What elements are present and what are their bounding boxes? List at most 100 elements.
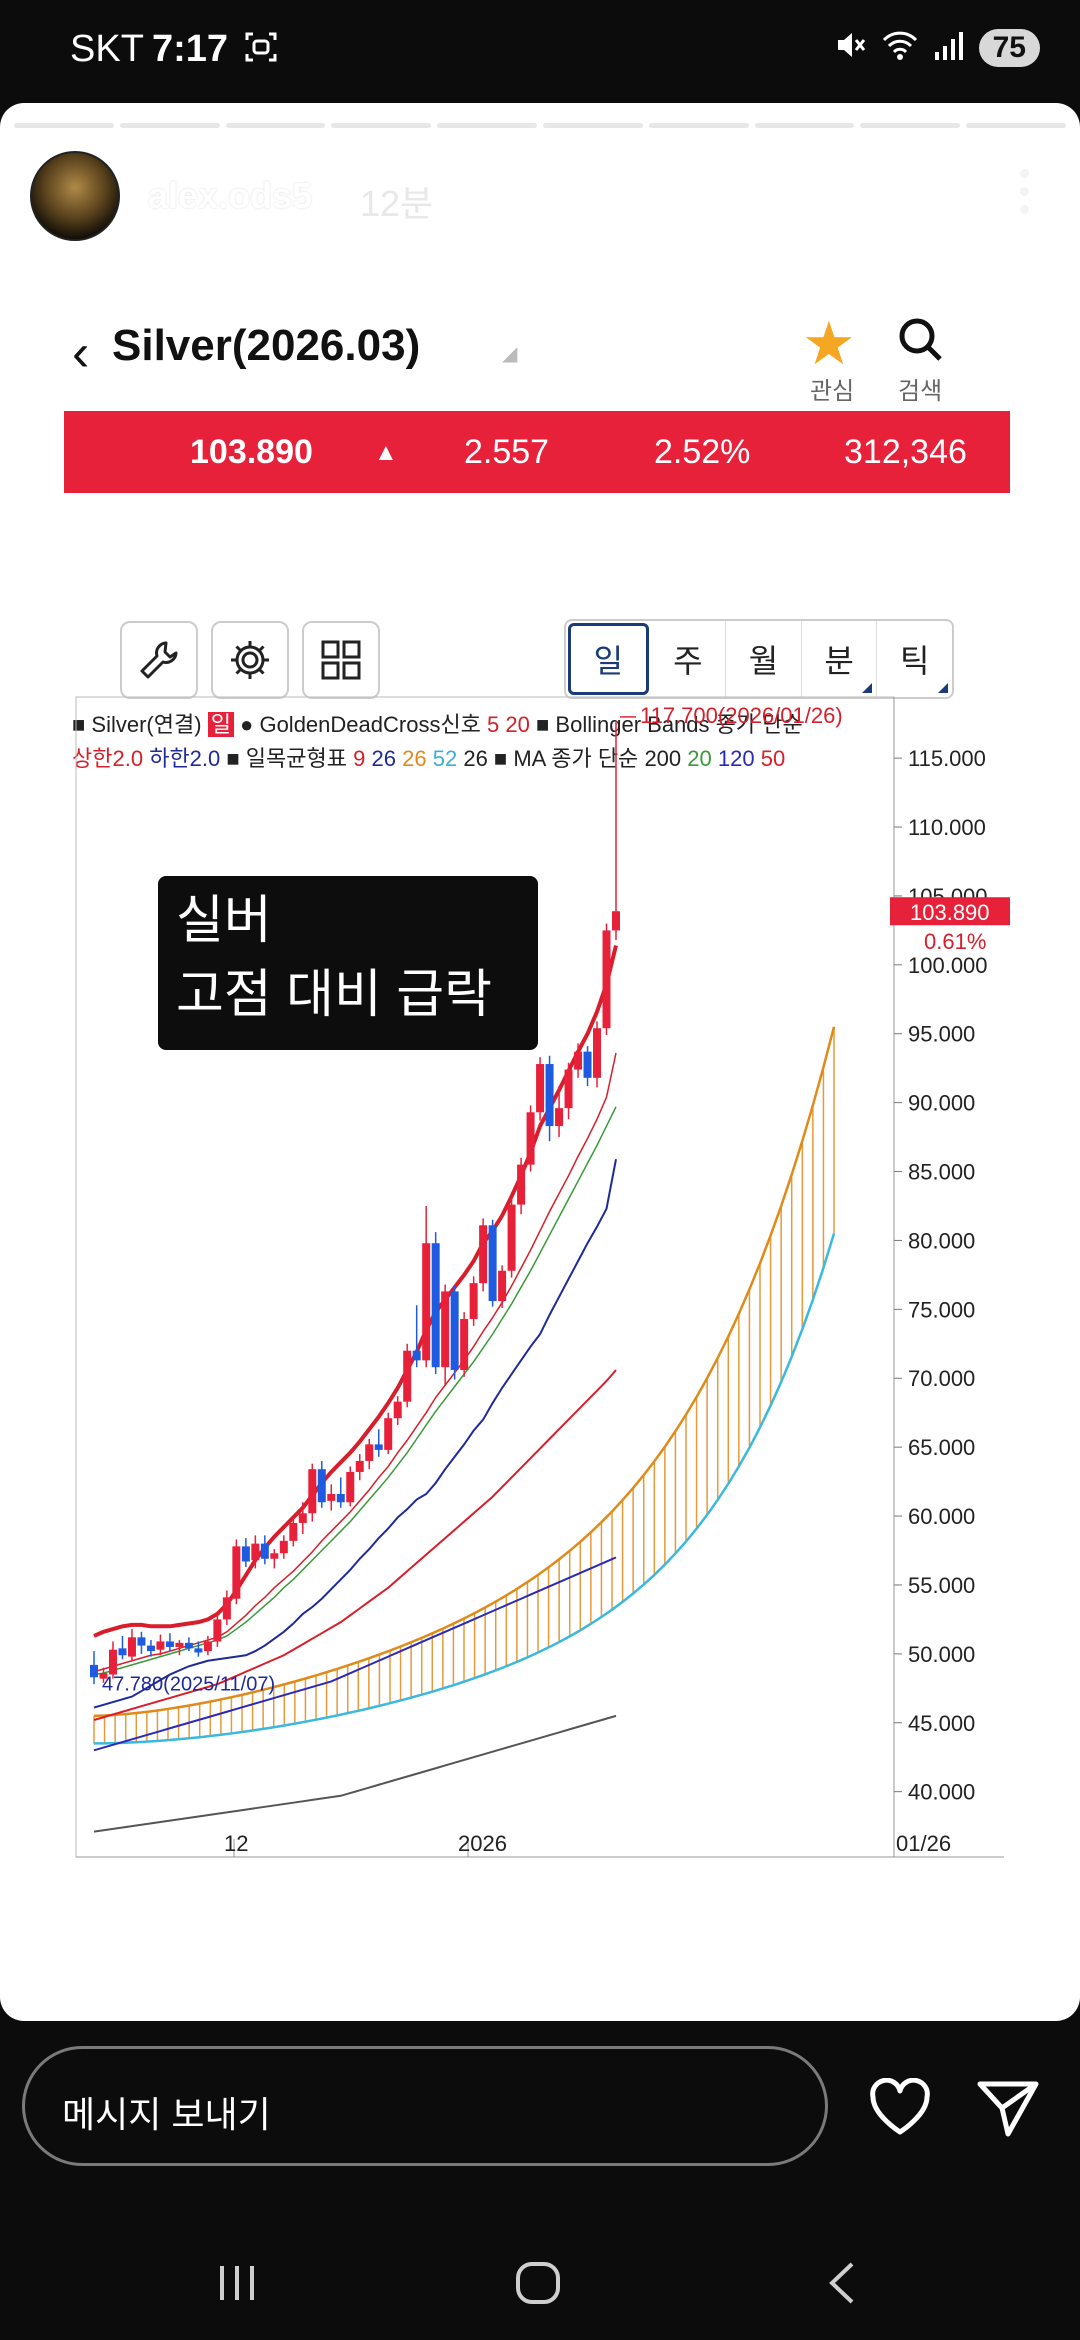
username[interactable]: alex.ods5: [148, 175, 313, 216]
text-overlay-note: 실버 고점 대비 급락: [158, 876, 538, 1050]
candle: [564, 1069, 573, 1109]
quote-price: 103.890: [190, 433, 313, 471]
price-chart[interactable]: 115.000110.000105.000100.00095.00090.000…: [64, 603, 1010, 1933]
post-time: 12분: [360, 183, 434, 224]
high-annotation: 117.700(2026/01/26): [640, 703, 843, 728]
more-options-icon[interactable]: [1020, 169, 1030, 223]
y-tick-label: 75.000: [908, 1297, 975, 1322]
candle: [393, 1401, 402, 1419]
quote-change: 2.557: [464, 433, 550, 471]
candle: [317, 1469, 326, 1503]
story-progress-segment: [225, 123, 326, 128]
star-icon[interactable]: ★: [802, 310, 856, 377]
story-progress-segment: [437, 123, 537, 128]
legend-series-badge: 일: [207, 712, 234, 737]
candle: [536, 1064, 545, 1113]
candle: [184, 1642, 193, 1649]
candle: [517, 1164, 526, 1205]
back-nav-icon[interactable]: [822, 2260, 862, 2311]
series-line: [93, 1158, 617, 1709]
y-tick-label: 45.000: [908, 1711, 975, 1736]
gear-icon: [231, 641, 269, 679]
candle: [327, 1494, 336, 1501]
note-line-1: 실버: [176, 892, 272, 950]
series-line: [93, 1369, 617, 1721]
send-icon[interactable]: [976, 2078, 1040, 2143]
candle: [118, 1648, 127, 1656]
last-price-badge: [890, 897, 1010, 926]
period-tab[interactable]: 틱: [877, 621, 952, 697]
legend-gdc-p2: 20: [505, 712, 530, 737]
candle: [137, 1637, 146, 1646]
story-progress-segment: [331, 123, 432, 128]
status-icons: 75: [833, 28, 1040, 67]
note-line-2: 고점 대비 급락: [176, 966, 492, 1024]
search-icon[interactable]: [896, 315, 946, 370]
series-line: [93, 1714, 617, 1833]
y-tick-label: 50.000: [908, 1642, 975, 1667]
candle: [403, 1350, 412, 1402]
candle: [469, 1283, 478, 1319]
legend-ich-p5: 26: [463, 746, 488, 771]
legend-gdc-p1: 5: [487, 712, 500, 737]
period-tab[interactable]: 일: [568, 623, 649, 695]
quote-bar: 103.890 ▲ 2.557 2.52% 312,346: [64, 411, 1010, 493]
story-progress-segment: [754, 123, 855, 128]
legend-ich-p4: 52: [432, 746, 458, 771]
x-tick-label: 12: [224, 1831, 248, 1856]
message-placeholder: 메시지 보내기: [62, 2094, 271, 2135]
candle: [545, 1064, 554, 1127]
legend-ma-p1: 200: [644, 746, 682, 771]
story-progress-segment: [542, 123, 643, 128]
candle: [127, 1637, 136, 1657]
last-price-label: 103.890: [910, 900, 990, 925]
recent-apps-icon[interactable]: [214, 2260, 260, 2311]
avatar[interactable]: [30, 151, 120, 241]
heart-icon[interactable]: [868, 2077, 932, 2143]
candle: [488, 1225, 497, 1302]
legend-ichimoku: 일목균형표: [245, 746, 347, 771]
candle: [194, 1648, 203, 1653]
instrument-title[interactable]: Silver(2026.03): [112, 321, 421, 370]
series-line: [93, 1556, 617, 1752]
quote-volume: 312,346: [844, 433, 967, 471]
wrench-icon: [140, 641, 178, 679]
period-tab[interactable]: 월: [726, 621, 802, 697]
cloud-span-a: [93, 1026, 836, 1718]
y-tick-label: 70.000: [908, 1366, 975, 1391]
candle: [346, 1471, 355, 1503]
candle: [507, 1204, 516, 1271]
legend-bb-upper: 상한2.0: [72, 746, 144, 771]
wifi-icon: [881, 28, 919, 67]
screen-capture-icon: [244, 30, 278, 69]
legend-ich-p2: 26: [371, 746, 396, 771]
signal-icon: [933, 28, 965, 67]
wrench-button[interactable]: [120, 621, 198, 699]
candle: [175, 1642, 184, 1647]
candle: [270, 1553, 279, 1559]
dropdown-icon[interactable]: ◢: [502, 343, 518, 365]
grid-icon: [321, 640, 361, 680]
candle: [412, 1350, 421, 1361]
candle: [298, 1513, 307, 1523]
period-tab[interactable]: 분: [802, 621, 878, 697]
candle: [479, 1225, 488, 1284]
candle: [450, 1291, 459, 1370]
message-input[interactable]: [22, 2046, 828, 2166]
candle: [336, 1494, 345, 1503]
candle: [260, 1543, 269, 1559]
candle: [289, 1522, 298, 1541]
period-tab[interactable]: 주: [651, 621, 727, 697]
candle: [441, 1291, 450, 1368]
layout-grid-button[interactable]: [302, 621, 380, 699]
status-bar: SKT 7:17 75: [0, 0, 1080, 100]
search-label: 검색: [898, 378, 943, 405]
candle: [602, 930, 611, 1029]
settings-button[interactable]: [211, 621, 289, 699]
y-tick-label: 80.000: [908, 1228, 975, 1253]
home-icon[interactable]: [514, 2260, 564, 2311]
back-chevron-icon[interactable]: ‹: [72, 324, 90, 382]
story-card[interactable]: alex.ods5 12분 ‹ Silver(2026.03) ◢ ★ 관심 검…: [0, 103, 1080, 2021]
candle: [574, 1051, 583, 1070]
